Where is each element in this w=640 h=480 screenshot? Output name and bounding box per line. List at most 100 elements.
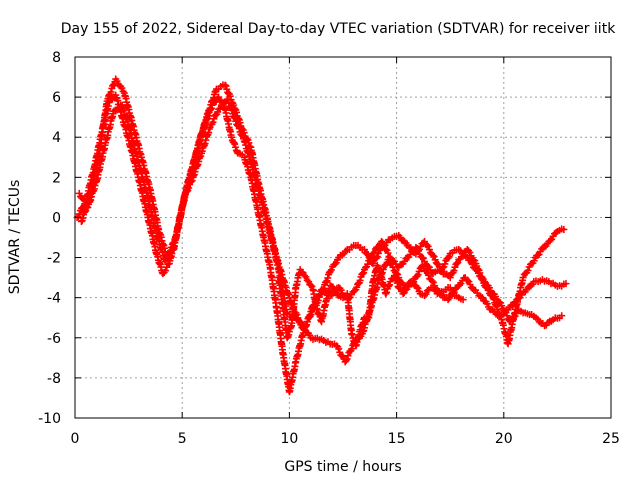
data-trace-segment — [439, 270, 452, 280]
data-trace-segment — [431, 266, 443, 276]
data-trace-segment — [78, 197, 93, 225]
data-trace-segment — [354, 241, 366, 254]
data-trace-segment — [266, 265, 280, 311]
data-trace-segment — [95, 100, 111, 160]
data-trace-segment — [136, 164, 151, 200]
y-tick-label: 6 — [52, 90, 61, 106]
data-trace-segment — [228, 136, 241, 156]
data-trace-segment — [396, 254, 410, 269]
data-trace-segment — [127, 146, 143, 184]
data-trace-segment — [327, 256, 341, 274]
data-trace-segment — [400, 283, 410, 297]
data-trace-segment — [517, 307, 529, 317]
data-point — [221, 81, 229, 89]
data-trace-segment — [102, 110, 117, 147]
data-series-3 — [77, 75, 566, 334]
data-trace-segment — [258, 199, 274, 236]
data-trace-segment — [396, 284, 406, 295]
data-trace-segment — [405, 246, 418, 261]
data-trace-segment — [405, 278, 414, 287]
y-tick-label: 2 — [52, 170, 61, 186]
data-trace-segment — [422, 287, 431, 298]
data-point — [558, 312, 566, 320]
data-trace-segment — [379, 239, 393, 260]
data-trace-segment — [370, 245, 385, 264]
data-trace-segment — [422, 240, 436, 258]
data-trace-segment — [181, 177, 196, 199]
data-trace-segment — [388, 232, 401, 242]
data-trace-segment — [336, 247, 350, 259]
data-trace-segment — [344, 293, 355, 334]
x-axis-label: GPS time / hours — [284, 459, 401, 475]
data-trace-segment — [465, 247, 479, 265]
data-point — [562, 280, 570, 288]
x-tick-label: 25 — [602, 431, 620, 447]
data-trace-segment — [388, 274, 397, 283]
data-point — [215, 105, 223, 113]
y-tick-label: -4 — [47, 291, 61, 307]
data-trace-segment — [160, 260, 172, 277]
data-trace-segment — [273, 307, 287, 357]
x-tick-label: 0 — [71, 431, 80, 447]
data-trace-segment — [187, 138, 203, 175]
data-trace-segment — [541, 277, 553, 286]
data-point — [75, 189, 83, 197]
data-point — [369, 250, 377, 258]
data-series-4 — [275, 262, 467, 350]
data-trace-segment — [205, 87, 220, 115]
x-tick-label: 10 — [280, 431, 298, 447]
data-point — [232, 117, 240, 125]
data-trace-segment — [413, 283, 423, 295]
data-trace-segment — [215, 81, 227, 93]
data-trace-segment — [465, 256, 479, 272]
data-trace-segment — [471, 286, 485, 300]
data-trace-segment — [529, 250, 543, 267]
y-tick-label: 4 — [52, 130, 61, 146]
data-trace-segment — [288, 285, 300, 327]
data-trace-segment — [275, 277, 287, 308]
data-trace-segment — [127, 131, 143, 167]
data-trace-segment — [420, 265, 434, 283]
data-trace-segment — [247, 175, 261, 209]
data-trace-segment — [196, 110, 211, 143]
data-trace-segment — [318, 335, 330, 346]
data-trace-segment — [121, 92, 136, 128]
data-trace-segment — [523, 280, 536, 294]
y-tick-label: -6 — [47, 331, 61, 347]
data-trace-segment — [340, 292, 350, 300]
axis-ticks: 0 5 10 15 20 25 -10 -8 -6 -4 -2 0 2 4 6 8 — [38, 50, 620, 447]
data-trace-segment — [286, 359, 299, 395]
data-trace-segment — [551, 314, 564, 322]
data-trace-segment — [326, 340, 338, 348]
data-trace-segment — [198, 125, 213, 155]
data-trace-segment — [332, 288, 341, 299]
data-trace-segment — [233, 120, 248, 143]
data-trace-segment — [279, 305, 291, 341]
data-point — [560, 225, 568, 233]
data-trace-segment — [534, 315, 547, 328]
data-point — [300, 272, 308, 280]
y-tick-label: -2 — [47, 251, 61, 267]
data-point — [395, 284, 403, 292]
data-trace-segment — [254, 205, 267, 240]
data-trace-segment — [520, 260, 534, 278]
y-tick-label: -10 — [38, 411, 61, 427]
data-trace-segment — [250, 169, 265, 202]
data-trace-segment — [309, 334, 321, 343]
data-point — [519, 274, 527, 282]
data-trace-segment — [385, 259, 399, 276]
data-trace-segment — [396, 233, 410, 247]
data-trace-segment — [207, 108, 222, 129]
data-trace-segment — [138, 156, 153, 191]
data-trace-segment — [556, 225, 566, 234]
data-trace-segment — [532, 277, 544, 286]
data-trace-segment — [306, 281, 316, 290]
data-trace-segment — [301, 303, 316, 331]
data-trace-segment — [462, 276, 477, 293]
data-point — [360, 246, 368, 254]
data-trace-segment — [328, 282, 337, 291]
data-trace-segment — [456, 247, 470, 260]
data-trace-segment — [136, 178, 151, 219]
chart-title: Day 155 of 2022, Sidereal Day-to-day VTE… — [61, 21, 616, 37]
